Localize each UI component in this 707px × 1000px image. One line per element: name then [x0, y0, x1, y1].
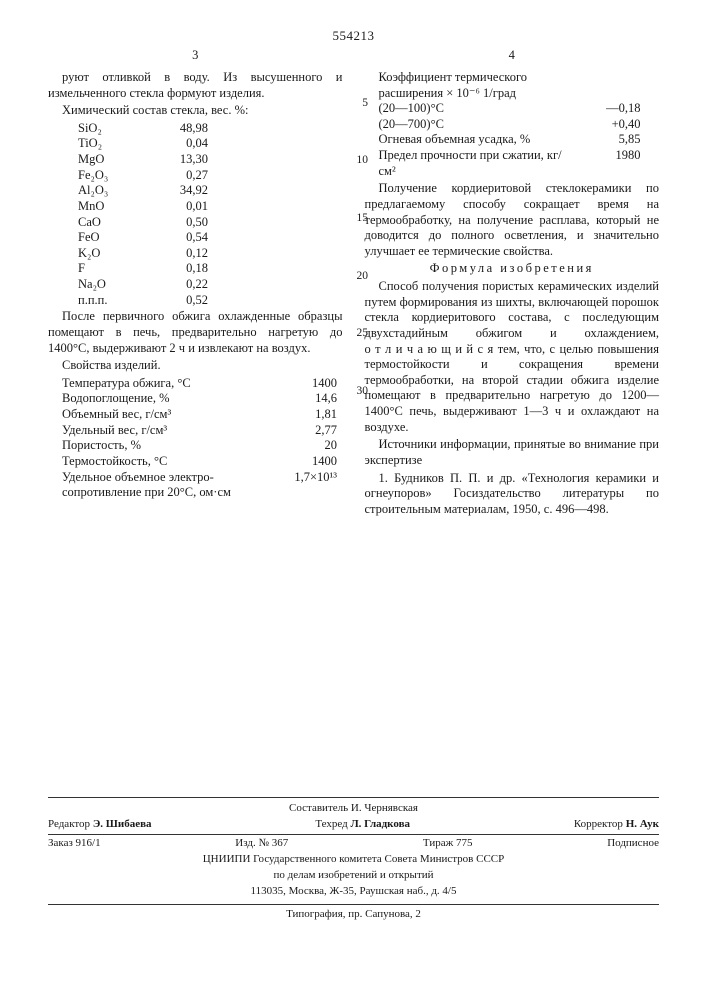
value-cell: 0,54 [158, 230, 208, 246]
value-cell: 13,30 [158, 152, 208, 168]
formula-body: Способ получения пористых керамических и… [365, 279, 660, 435]
formula-cell: F [78, 261, 158, 277]
value-cell: 0,50 [158, 215, 208, 231]
typography-line: Типография, пр. Сапунова, 2 [48, 904, 659, 922]
prop-value: 14,6 [277, 391, 337, 407]
formula-heading: Формула изобретения [365, 261, 660, 277]
prop-value: 5,85 [579, 132, 641, 148]
prop-value: 1,7×10¹³ [277, 470, 337, 501]
prop-label: Объемный вес, г/см³ [62, 407, 277, 423]
patent-number: 554213 [48, 28, 659, 44]
formula-cell: FeO [78, 230, 158, 246]
subscription-mark: Подписное [607, 837, 659, 851]
order-number: Заказ 916/1 [48, 837, 101, 851]
prop-label: Термостойкость, °С [62, 454, 277, 470]
formula-cell: п.п.п. [78, 293, 158, 309]
prop-label: Предел прочности при сжатии, кг/см² [379, 148, 579, 179]
composition-heading: Химический состав стекла, вес. %: [48, 103, 343, 119]
formula-cell: Fe₂O₃ [78, 168, 158, 184]
value-cell: 0,22 [158, 277, 208, 293]
value-cell: 48,98 [158, 121, 208, 137]
publication-footer: Составитель И. Чернявская Редактор Э. Ши… [48, 797, 659, 922]
prop-label: Удельный вес, г/см³ [62, 423, 277, 439]
left-col-page-number: 3 [48, 48, 343, 64]
sources-body: 1. Будников П. П. и др. «Технология кера… [365, 471, 660, 518]
properties-table: Температура обжига, °С1400 Водопоглощени… [62, 376, 343, 501]
publisher-address: 113035, Москва, Ж-35, Раушская наб., д. … [48, 885, 659, 899]
editor-credit: Редактор Э. Шибаева [48, 818, 152, 832]
tech-credit: Техред Л. Гладкова [315, 818, 410, 832]
formula-cell: MgO [78, 152, 158, 168]
prop-label: Температура обжига, °С [62, 376, 277, 392]
prop-value: 20 [277, 438, 337, 454]
value-cell: 34,92 [158, 183, 208, 199]
publisher-org-line-1: ЦНИИПИ Государственного комитета Совета … [48, 853, 659, 867]
prop-value: —0,18 [579, 101, 641, 117]
right-col-page-number: 4 [365, 48, 660, 64]
publisher-org-line-2: по делам изобретений и открытий [48, 869, 659, 883]
prop-value [579, 70, 641, 101]
compiler-line: Составитель И. Чернявская [48, 802, 659, 816]
prop-value: 1400 [277, 376, 337, 392]
value-cell: 0,01 [158, 199, 208, 215]
prop-value: 1400 [277, 454, 337, 470]
prop-label: (20—700)°С [379, 117, 579, 133]
prop-value: 1980 [579, 148, 641, 179]
formula-cell: Al₂O₃ [78, 183, 158, 199]
formula-cell: K₂O [78, 246, 158, 262]
sources-heading: Источники информации, принятые во вниман… [365, 437, 660, 468]
formula-cell: Na₂O [78, 277, 158, 293]
prop-value: 1,81 [277, 407, 337, 423]
print-run: Тираж 775 [423, 837, 473, 851]
prop-label: Удельное объемное электро- сопротивление… [62, 470, 277, 501]
formula-cell: SiO₂ [78, 121, 158, 137]
right-paragraph-1: Получение кордиеритовой стеклокерамики п… [365, 181, 660, 259]
value-cell: 0,27 [158, 168, 208, 184]
edition-number: Изд. № 367 [235, 837, 288, 851]
formula-cell: TiO₂ [78, 136, 158, 152]
after-table-paragraph: После первичного обжига охлажденные обра… [48, 309, 343, 356]
properties-heading: Свойства изделий. [48, 358, 343, 374]
right-column: 4 Коэффициент термического расширения × … [365, 48, 660, 519]
prop-label: Коэффициент термического расширения × 10… [379, 70, 579, 101]
prop-value: 2,77 [277, 423, 337, 439]
corrector-credit: Корректор Н. Аук [574, 818, 659, 832]
composition-table: SiO₂48,98 TiO₂0,04 MgO13,30 Fe₂O₃0,27 Al… [78, 121, 343, 309]
prop-label: Пористость, % [62, 438, 277, 454]
left-column: 3 руют отливкой в воду. Из высушенного и… [48, 48, 343, 519]
value-cell: 0,52 [158, 293, 208, 309]
right-properties-table: Коэффициент термического расширения × 10… [379, 70, 660, 179]
prop-label: Водопоглощение, % [62, 391, 277, 407]
value-cell: 0,18 [158, 261, 208, 277]
value-cell: 0,04 [158, 136, 208, 152]
prop-label: Огневая объемная усадка, % [379, 132, 579, 148]
left-intro-paragraph: руют отливкой в воду. Из высушенного и и… [48, 70, 343, 101]
prop-value: +0,40 [579, 117, 641, 133]
prop-label: (20—100)°С [379, 101, 579, 117]
value-cell: 0,12 [158, 246, 208, 262]
formula-cell: CaO [78, 215, 158, 231]
formula-cell: MnO [78, 199, 158, 215]
